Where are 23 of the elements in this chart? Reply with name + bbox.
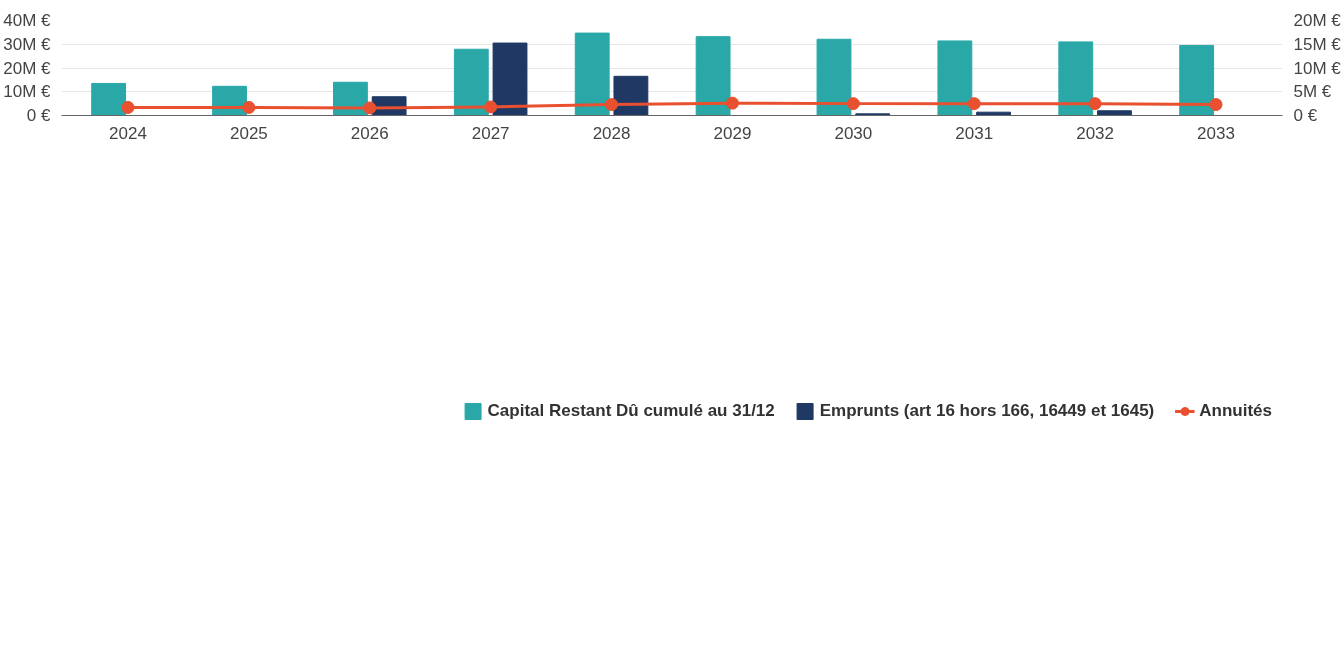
y-tick-label: 10M € <box>3 82 52 102</box>
legend-label: Capital Restant Dû cumulé au 31/12 <box>487 401 775 421</box>
x-tick-label: 2027 <box>471 123 510 143</box>
x-tick-label: 2030 <box>834 123 873 143</box>
y2-tick-label: 15M € <box>1293 34 1342 54</box>
y2-tick-label: 5M € <box>1293 82 1332 102</box>
y2-tick-label: 10M € <box>1293 58 1342 78</box>
x-tick-label: 2029 <box>713 123 752 143</box>
y-tick-label: 30M € <box>3 34 52 54</box>
x-tick-label: 2024 <box>109 123 147 143</box>
x-tick-label: 2031 <box>955 123 994 143</box>
x-tick-label: 2026 <box>350 123 389 143</box>
y-tick-label: 0 € <box>26 106 52 125</box>
y-tick-label: 40M € <box>3 11 52 30</box>
x-tick-label: 2033 <box>1197 123 1235 143</box>
y2-tick-label: 20M € <box>1293 11 1342 30</box>
y-tick-label: 20M € <box>3 58 52 78</box>
legend-label: Annuités <box>1199 401 1272 421</box>
x-tick-label: 2028 <box>592 123 631 143</box>
x-tick-label: 2025 <box>229 123 268 143</box>
x-tick-label: 2032 <box>1076 123 1115 143</box>
legend-label: Emprunts (art 16 hors 166, 16449 et 1645) <box>819 401 1155 421</box>
y2-tick-label: 0 € <box>1293 106 1318 125</box>
